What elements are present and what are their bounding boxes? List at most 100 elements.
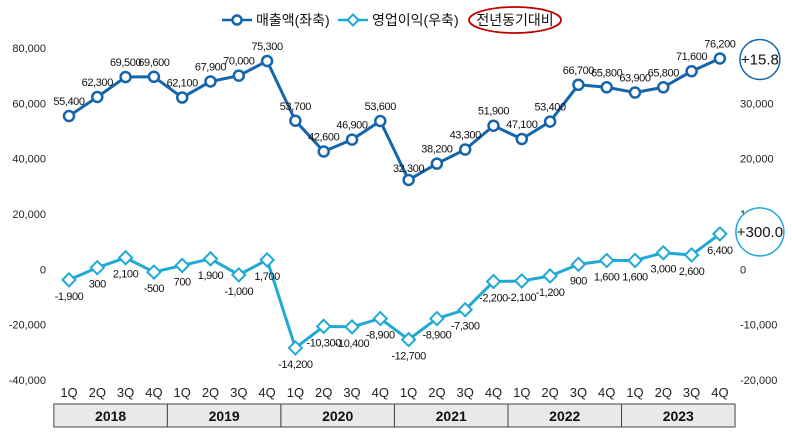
op-profit-point: [627, 252, 643, 269]
op-profit-data-label: 6,400: [707, 245, 733, 257]
op-profit-data-label: -12,700: [391, 351, 426, 363]
right-axis-tick-label: -10,000: [740, 320, 777, 332]
revenue-point: [289, 114, 302, 128]
revenue-data-label: 65,800: [591, 67, 623, 79]
revenue-data-label: 66,700: [563, 65, 595, 77]
legend-item-operating-profit: 영업이익(우축): [338, 12, 459, 28]
legend-item-yoy: 전년동기대비: [468, 6, 562, 34]
op-profit-point: [598, 252, 615, 269]
op-profit-data-label: 2,600: [679, 266, 705, 278]
op-profit-point: [428, 310, 445, 327]
revenue-data-label: 32,300: [393, 163, 425, 175]
left-axis-tick-label: 60,000: [12, 98, 46, 110]
op-profit-data-label: 1,600: [622, 271, 648, 283]
left-axis-tick-label: -40,000: [9, 375, 46, 387]
year-label: 2023: [663, 408, 694, 424]
quarter-label: 3Q: [343, 385, 360, 400]
legend: 매출액(좌축) 영업이익(우축) 전년동기대비: [222, 6, 562, 34]
op-profit-point: [202, 250, 219, 267]
quarter-label: 2Q: [428, 385, 445, 400]
op-profit-data-label: 2,100: [113, 269, 139, 281]
revenue-data-label: 53,700: [280, 101, 312, 113]
op-profit-data-label: -1,200: [536, 287, 565, 299]
revenue-point: [62, 109, 76, 123]
legend-op-marker: [346, 13, 360, 27]
revenue-data-label: 42,600: [308, 131, 340, 143]
year-label: 2021: [436, 408, 467, 424]
revenue-point: [685, 64, 698, 78]
quarter-label: 3Q: [230, 385, 247, 400]
left-axis-tick-label: 20,000: [12, 209, 46, 221]
left-axis-tick-label: 0: [40, 264, 46, 276]
revenue-point: [204, 75, 217, 88]
quarter-label: 2Q: [655, 385, 672, 400]
revenue-point: [402, 173, 415, 187]
quarter-label: 4Q: [145, 385, 162, 400]
revenue-point: [260, 54, 274, 68]
revenue-data-label: 65,800: [648, 67, 680, 79]
op-profit-data-label: -8,900: [366, 330, 395, 342]
op-profit-point: [61, 271, 77, 288]
op-profit-point: [711, 226, 728, 242]
revenue-point: [232, 69, 246, 82]
revenue-point: [317, 145, 330, 158]
x-axis: 1Q 2Q 3Q 4Q 1Q 2Q 3Q 4Q 1Q 2Q 3Q 4Q 1Q 2Q 3Q 4Q 1Q 2Q 3Q 4Q…: [53, 385, 736, 428]
legend-item-revenue: 매출액(좌축): [222, 12, 330, 28]
legend-yoy-label: 전년동기대비: [476, 12, 553, 28]
quarter-label: 2Q: [202, 385, 219, 400]
op-profit-point: [542, 268, 559, 284]
op-profit-data-label: 1,600: [594, 271, 620, 283]
revenue-data-label: 53,600: [365, 101, 397, 113]
revenue-point: [600, 81, 613, 94]
op-profit-yoy-badge-text: +300.0: [737, 224, 783, 241]
right-axis-tick-label: 30,000: [740, 98, 774, 110]
year-box: [621, 403, 736, 428]
op-profit-point: [344, 318, 360, 335]
year-label: 2018: [95, 408, 126, 424]
quarter-label: 3Q: [457, 385, 474, 400]
quarter-label: 1Q: [400, 385, 417, 400]
quarter-label: 2Q: [315, 385, 332, 400]
quarter-label: 4Q: [372, 385, 389, 400]
op-profit-point: [570, 256, 587, 273]
revenue-data-label: 47,100: [506, 119, 538, 131]
quarter-label: 1Q: [60, 385, 77, 400]
left-axis-tick-label: 40,000: [12, 154, 46, 166]
revenue-data-label: 43,300: [450, 130, 482, 142]
series-markers: [61, 52, 728, 356]
quarter-label: 3Q: [683, 385, 700, 400]
op-profit-data-label: -2,100: [507, 292, 536, 304]
op-profit-point: [145, 264, 162, 281]
quarter-label: 1Q: [626, 385, 643, 400]
revenue-data-label: 55,400: [53, 96, 85, 108]
revenue-data-label: 63,900: [619, 73, 651, 85]
quarter-label: 3Q: [570, 385, 587, 400]
year-label: 2022: [549, 408, 580, 424]
revenue-data-label: 51,900: [478, 106, 510, 118]
revenue-point: [657, 81, 670, 94]
revenue-point: [515, 132, 529, 146]
revenue-data-label: 62,300: [82, 77, 114, 89]
revenue-data-label: 53,400: [534, 102, 566, 114]
op-profit-data-label: -7,300: [451, 321, 480, 333]
revenue-data-label: 46,900: [336, 120, 368, 132]
revenue-data-label: 69,500: [110, 57, 142, 69]
revenue-yoy-badge-circle: [739, 38, 781, 81]
annotations: +15.8 +300.0: [735, 38, 785, 257]
op-profit-point: [117, 249, 134, 266]
op-profit-data-label: 3,000: [651, 264, 677, 276]
revenue-data-label: 62,100: [167, 78, 199, 90]
op-profit-point: [230, 266, 247, 283]
op-profit-data-label: -14,200: [278, 359, 313, 371]
quarter-label: 1Q: [287, 385, 304, 400]
op-profit-data-label: 700: [174, 276, 191, 288]
op-profit-point: [400, 331, 417, 348]
quarter-label: 4Q: [598, 385, 615, 400]
op-profit-point: [513, 273, 530, 289]
right-axis-tick-label: 20,000: [740, 154, 774, 166]
op-profit-data-label: -1,000: [224, 286, 253, 298]
op-profit-point: [89, 259, 106, 276]
revenue-point: [91, 90, 104, 104]
op-profit-point: [174, 257, 191, 274]
